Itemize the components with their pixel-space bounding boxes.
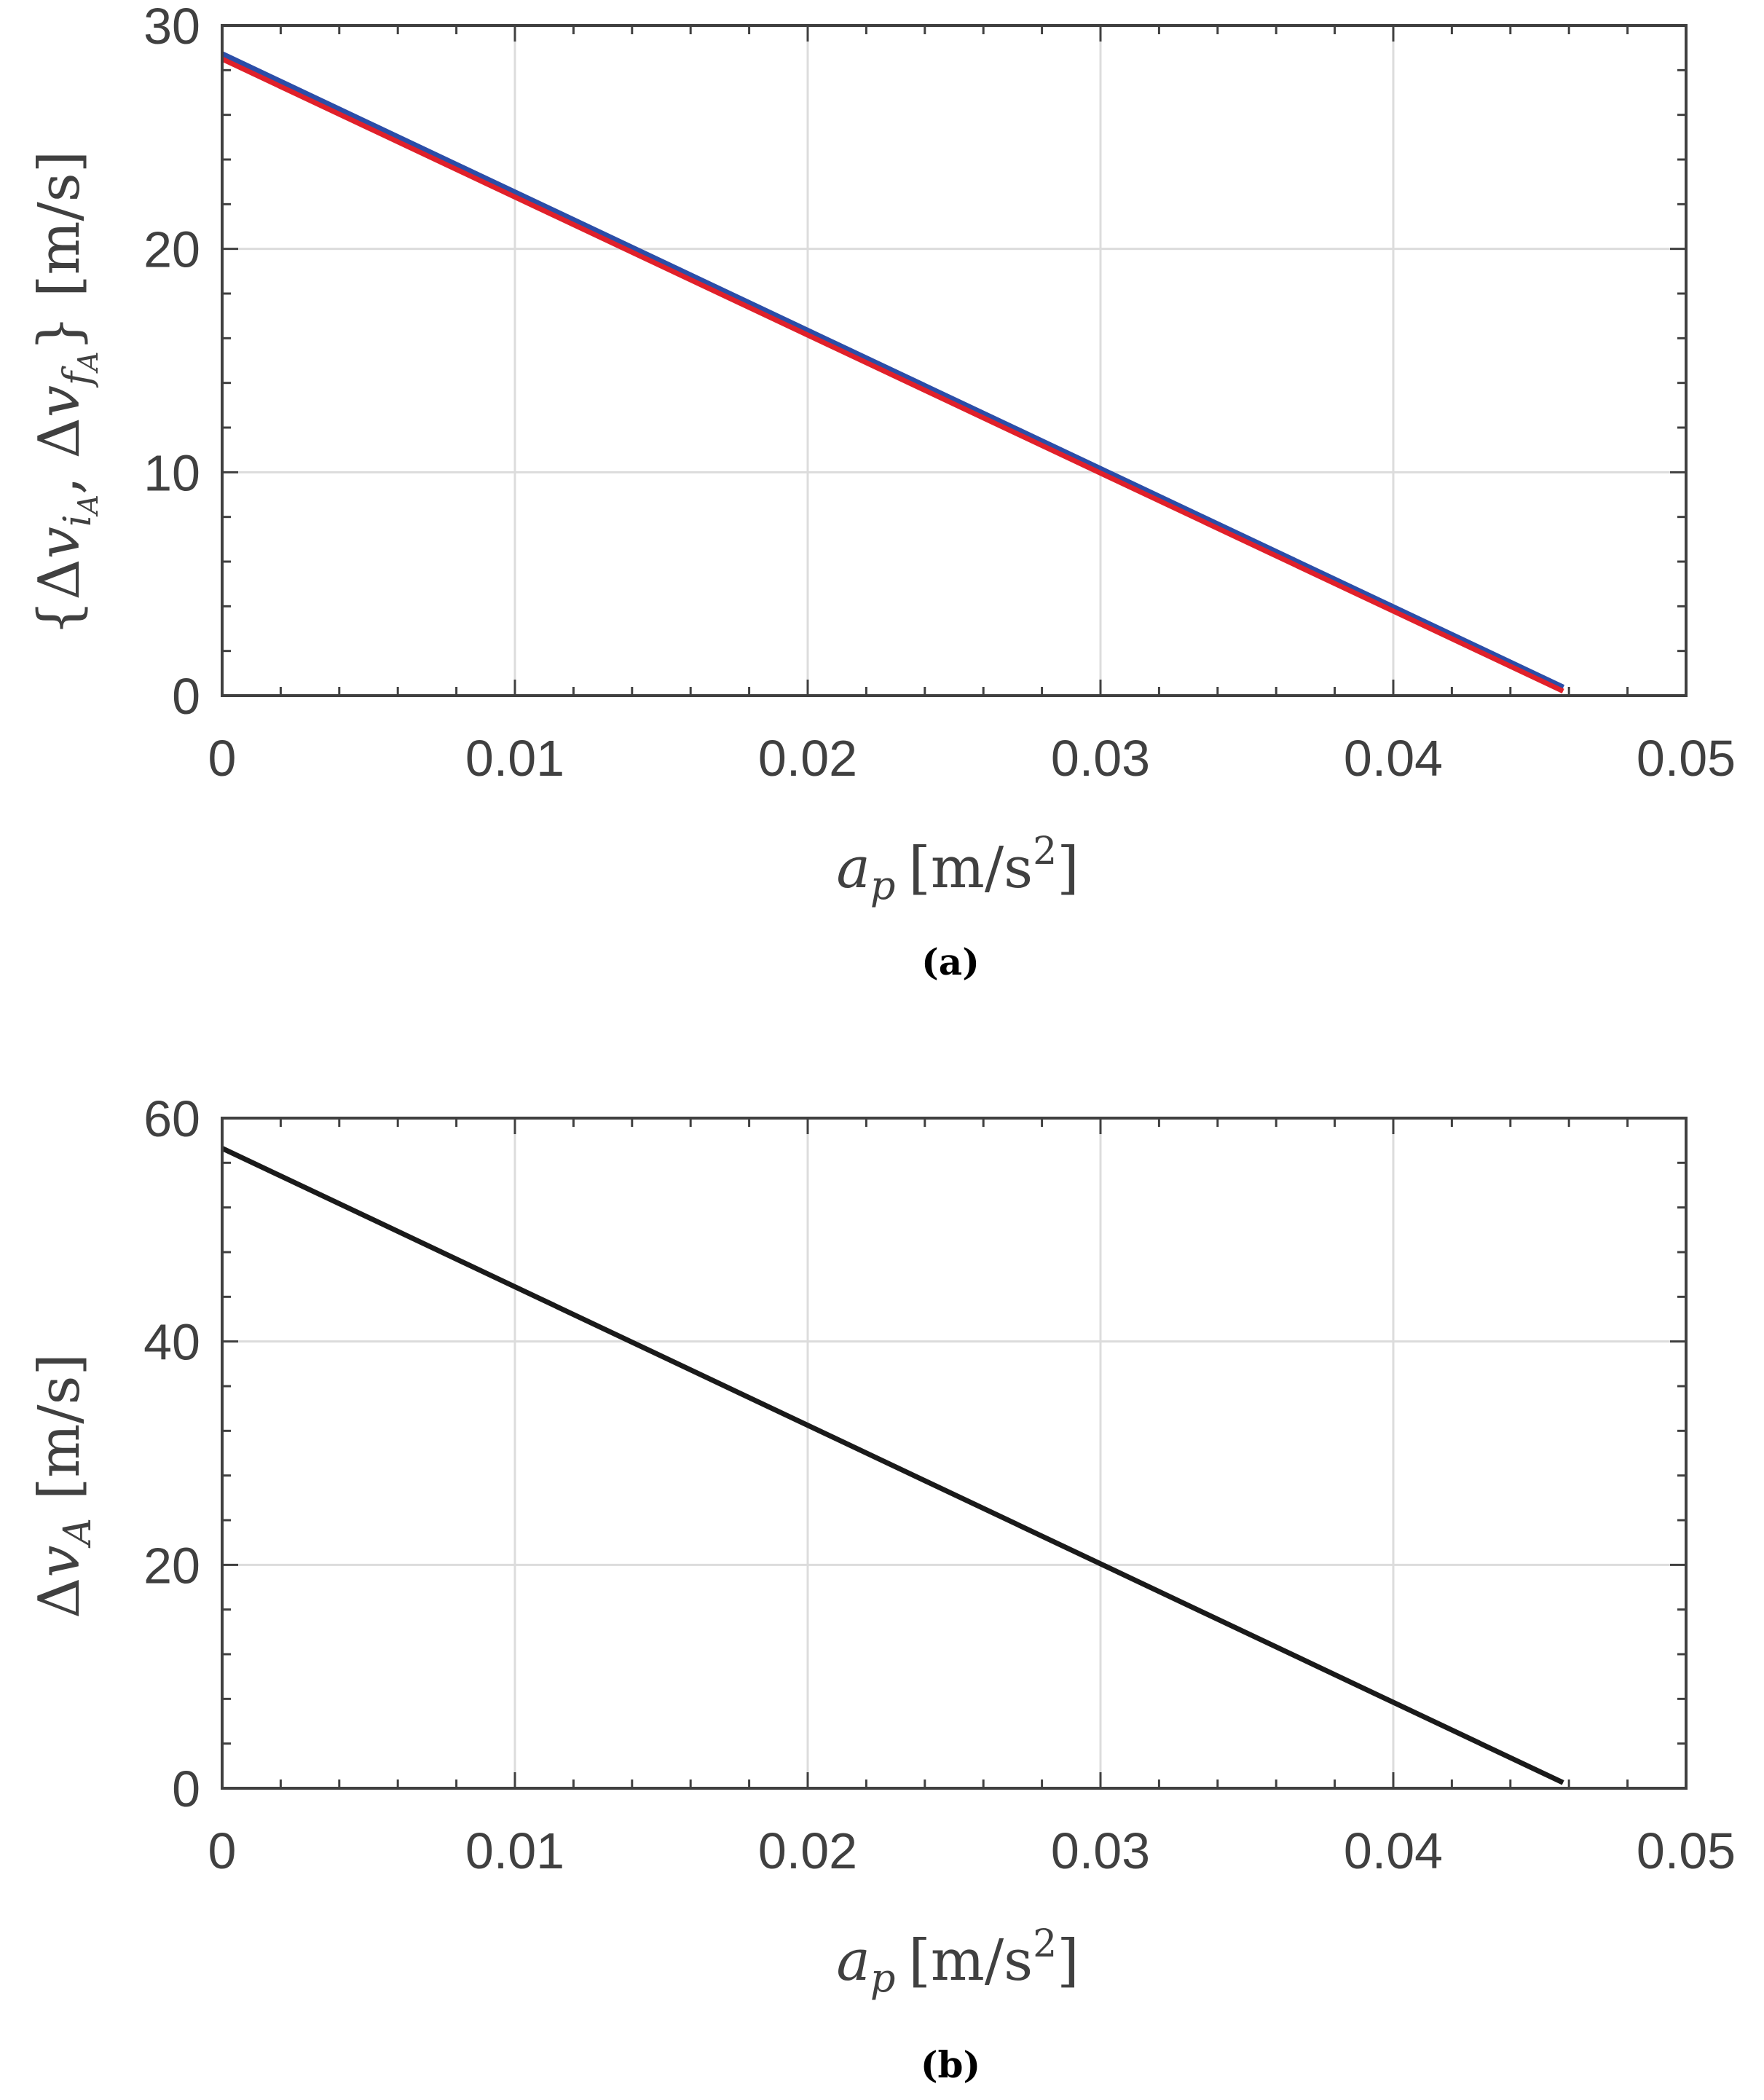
caption-b: (b): [921, 2043, 980, 2086]
series-layer-a: [221, 51, 1565, 694]
x-tick-labels-a: 0 0.01 0.02 0.03 0.04 0.05: [208, 730, 1736, 787]
x-tick-label-b: 0.01: [465, 1822, 564, 1879]
x-tick-label-a: 0: [208, 730, 237, 787]
y-tick-labels-a: 0 10 20 30: [143, 0, 200, 725]
y-tick-label-b: 40: [143, 1314, 200, 1371]
y-tick-label-a: 10: [143, 444, 200, 501]
axes-frame-b: [221, 1117, 1688, 1790]
y-tick-labels-b: 0 20 40 60: [143, 1090, 200, 1817]
y-tick-label-a: 0: [172, 668, 200, 725]
series-line-red-a: [221, 56, 1564, 694]
x-tick-label-b: 0.02: [758, 1822, 857, 1879]
axes-box-a: [221, 24, 1688, 697]
x-axis-label-b: ap [m/s2]: [836, 1922, 1079, 2001]
chart-panel-a: 0 0.01 0.02 0.03 0.04 0.05 0 10 20 30 ap [m/s2] {…: [27, 0, 1736, 983]
x-tick-label-a: 0.02: [758, 730, 857, 787]
x-tick-labels-b: 0 0.01 0.02 0.03 0.04 0.05: [208, 1822, 1736, 1879]
grid-lines-b: [222, 1118, 1686, 1788]
series-layer-b: [221, 1146, 1564, 1785]
y-tick-label-a: 30: [143, 0, 200, 55]
x-axis-label-a: ap [m/s2]: [836, 830, 1079, 908]
y-tick-label-b: 60: [143, 1090, 200, 1147]
y-axis-label-a: {ΔviA, ΔvfA} [m/s]: [27, 151, 104, 636]
axes-box-b: [221, 1117, 1688, 1790]
x-tick-label-b: 0.03: [1051, 1822, 1150, 1879]
chart-panel-b: 0 0.01 0.02 0.03 0.04 0.05 0 20 40 60 ap [m/s2] Δ…: [27, 1090, 1736, 2086]
y-tick-label-a: 20: [143, 221, 200, 278]
y-axis-label-b: ΔvA [m/s]: [27, 1353, 100, 1619]
x-tick-label-b: 0.05: [1637, 1822, 1736, 1879]
y-tick-label-b: 20: [143, 1537, 200, 1594]
x-tick-label-a: 0.01: [465, 730, 564, 787]
series-line-black-b: [221, 1146, 1564, 1785]
grid-lines-a: [222, 25, 1686, 696]
axes-frame-a: [221, 24, 1688, 697]
x-tick-label-a: 0.05: [1637, 730, 1736, 787]
caption-a: (a): [921, 940, 980, 983]
x-tick-label-b: 0.04: [1344, 1822, 1443, 1879]
series-line-blue-a: [221, 51, 1565, 691]
x-tick-label-a: 0.03: [1051, 730, 1150, 787]
x-tick-label-b: 0: [208, 1822, 237, 1879]
y-tick-label-b: 0: [172, 1761, 200, 1817]
x-tick-label-a: 0.04: [1344, 730, 1443, 787]
